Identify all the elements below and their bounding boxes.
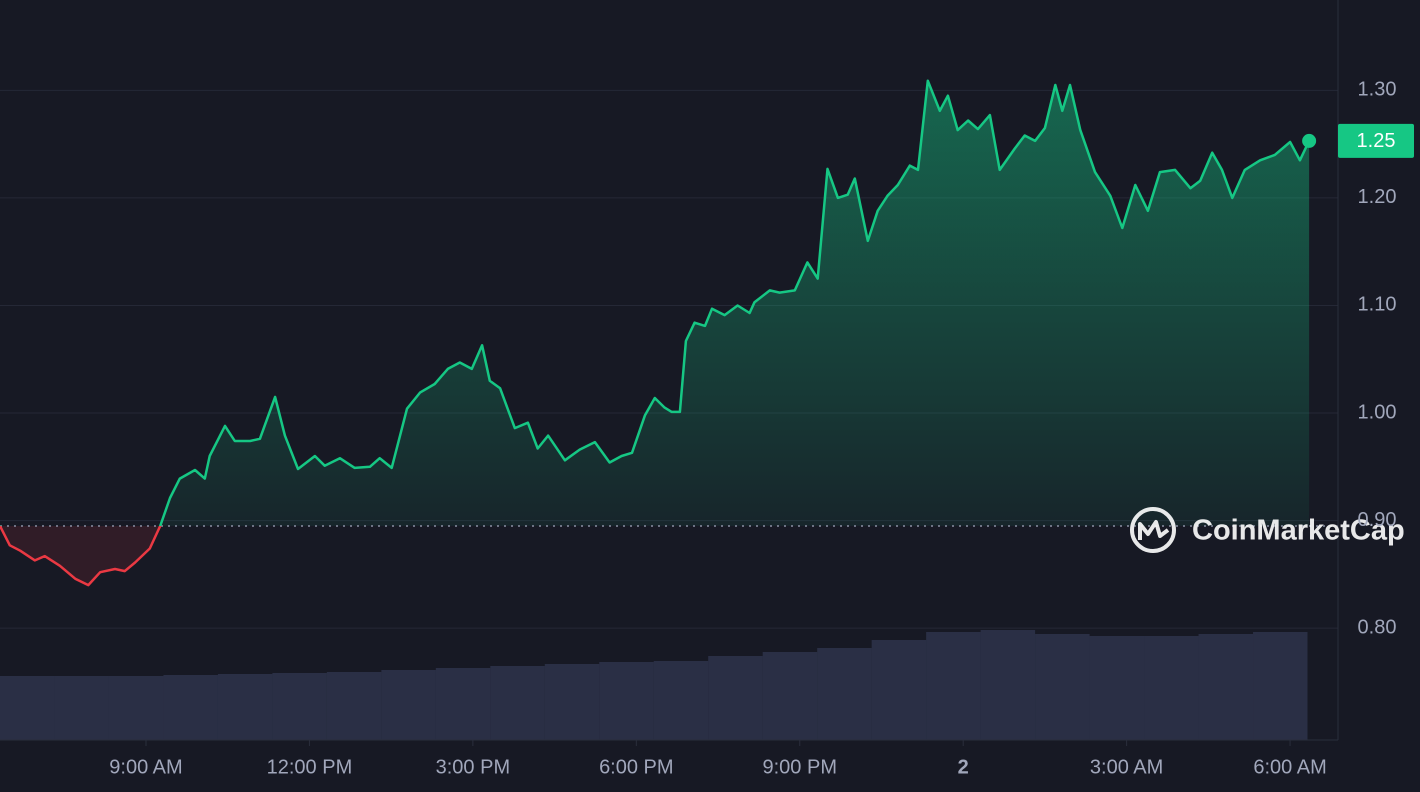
volume-bar [0, 676, 55, 740]
volume-bar [1253, 632, 1308, 740]
volume-bar [1089, 636, 1145, 740]
price-area-down [0, 525, 161, 586]
volume-bar [1198, 634, 1254, 740]
y-tick-label: 1.30 [1358, 79, 1397, 101]
volume-bar [817, 648, 872, 740]
volume-bar [435, 668, 491, 740]
x-tick-label: 3:00 PM [436, 756, 510, 778]
volume-bar [926, 632, 981, 740]
watermark: CoinMarketCap [1130, 507, 1405, 553]
watermark-logo [1130, 507, 1176, 553]
volume-bar [1035, 634, 1090, 740]
y-tick-label: 1.10 [1358, 294, 1397, 316]
volume-bar [108, 676, 164, 740]
volume-bar [544, 664, 600, 740]
price-line-up [0, 79, 1311, 526]
watermark-logo-mark [1138, 520, 1170, 540]
volume-bar [381, 670, 436, 740]
x-tick-label: 6:00 AM [1253, 756, 1326, 778]
volume-bar [599, 662, 654, 740]
x-tick-label: 3:00 AM [1090, 756, 1163, 778]
x-tick-label: 12:00 PM [267, 756, 353, 778]
y-tick-label: 0.90 [1358, 509, 1397, 531]
x-tick-label: 9:00 AM [109, 756, 182, 778]
plot [0, 79, 1338, 740]
volume-bar [490, 666, 545, 740]
volume-bar [980, 630, 1036, 740]
x-tick-label: 6:00 PM [599, 756, 673, 778]
y-tick-label: 0.80 [1358, 616, 1397, 638]
last-point [1302, 133, 1317, 148]
watermark-text: CoinMarketCap [1192, 515, 1405, 547]
x-tick-label: 2 [958, 756, 969, 778]
x-tick-label: 9:00 PM [763, 756, 837, 778]
current-price-badge [1338, 123, 1414, 158]
y-tick-label: 1.00 [1358, 401, 1397, 423]
volume-bar [653, 661, 709, 740]
volume-bar [217, 674, 273, 740]
volume-bar [54, 676, 109, 740]
price-area [0, 80, 1310, 526]
volume-bar [1144, 636, 1199, 740]
current-price-label: 1.25 [1357, 130, 1396, 152]
volume-bar [326, 672, 382, 740]
volume-bar [762, 652, 818, 740]
volume-bar [871, 640, 927, 740]
volume-bar [272, 673, 327, 740]
y-tick-label: 1.20 [1358, 186, 1397, 208]
volume-bar [163, 675, 218, 740]
volume-bar [708, 656, 763, 740]
